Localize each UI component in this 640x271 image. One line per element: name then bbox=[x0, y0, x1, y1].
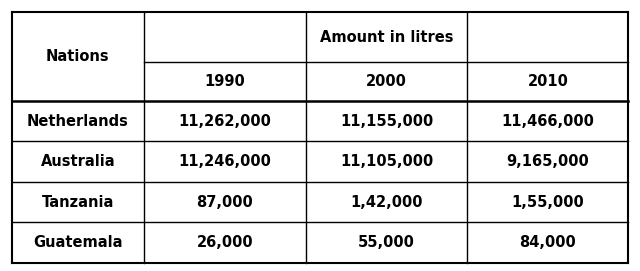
Text: 1990: 1990 bbox=[205, 74, 245, 89]
Text: 2010: 2010 bbox=[527, 74, 568, 89]
Text: 55,000: 55,000 bbox=[358, 235, 415, 250]
Text: 11,155,000: 11,155,000 bbox=[340, 114, 433, 128]
Text: 26,000: 26,000 bbox=[196, 235, 253, 250]
Text: 1,55,000: 1,55,000 bbox=[511, 195, 584, 209]
Text: 11,262,000: 11,262,000 bbox=[179, 114, 271, 128]
Text: 9,165,000: 9,165,000 bbox=[507, 154, 589, 169]
Text: Amount in litres: Amount in litres bbox=[319, 30, 453, 45]
Text: 2000: 2000 bbox=[366, 74, 407, 89]
Text: 11,246,000: 11,246,000 bbox=[179, 154, 271, 169]
Text: 84,000: 84,000 bbox=[520, 235, 577, 250]
Text: Netherlands: Netherlands bbox=[27, 114, 129, 128]
Text: 11,105,000: 11,105,000 bbox=[340, 154, 433, 169]
Text: Guatemala: Guatemala bbox=[33, 235, 123, 250]
Text: Tanzania: Tanzania bbox=[42, 195, 114, 209]
Text: 1,42,000: 1,42,000 bbox=[350, 195, 423, 209]
Text: 87,000: 87,000 bbox=[196, 195, 253, 209]
Text: 11,466,000: 11,466,000 bbox=[502, 114, 595, 128]
Text: Nations: Nations bbox=[46, 49, 109, 64]
Text: Australia: Australia bbox=[40, 154, 115, 169]
